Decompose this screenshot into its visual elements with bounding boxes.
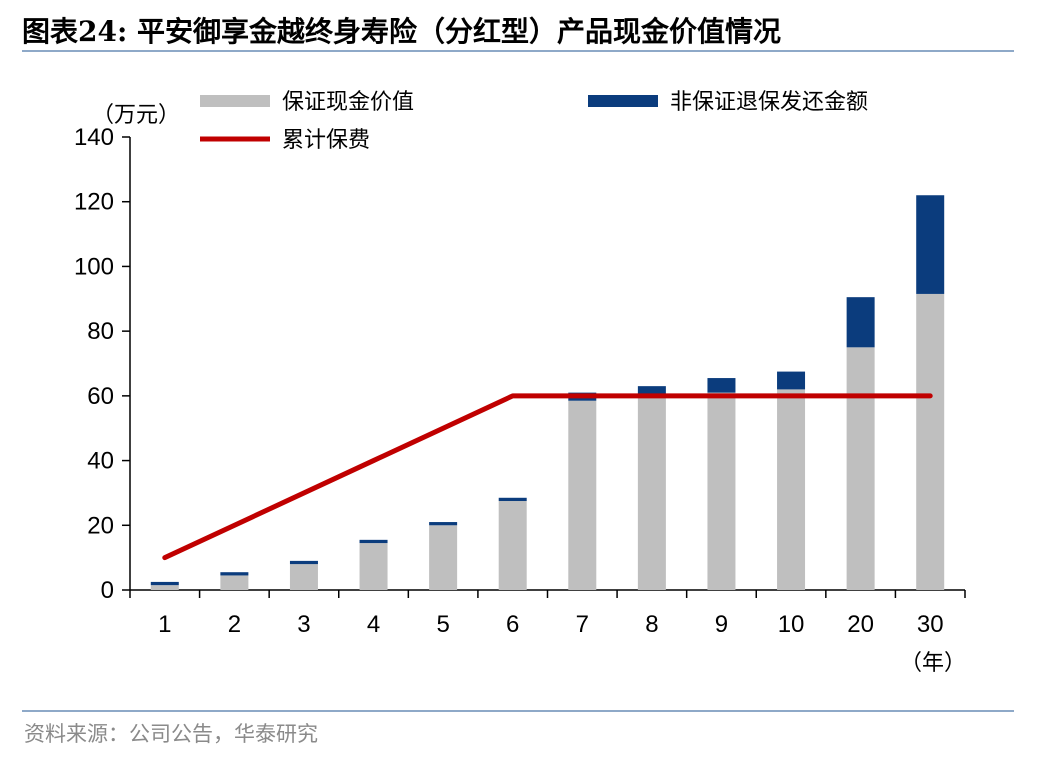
bar-nonguaranteed-value [916, 195, 945, 294]
bar-nonguaranteed-value [289, 560, 318, 565]
y-tick-label: 100 [74, 253, 114, 280]
legend-swatch-nonguaranteed [588, 95, 658, 107]
bar-guaranteed-value [220, 575, 249, 590]
x-tick-label: 1 [158, 611, 171, 638]
figure-title: 图表24: 平安御享金越终身寿险（分红型）产品现金价值情况 [22, 15, 782, 48]
legend-label-guaranteed: 保证现金价值 [282, 90, 414, 115]
legend-label-nonguaranteed: 非保证退保发还金额 [670, 90, 868, 115]
title-rule [22, 50, 1014, 52]
bar-guaranteed-value [289, 564, 318, 590]
bar-nonguaranteed-value [150, 581, 179, 586]
bar-nonguaranteed-value [777, 371, 806, 390]
x-tick-label: 20 [847, 611, 874, 638]
bar-guaranteed-value [498, 501, 527, 590]
y-tick-label: 60 [87, 383, 114, 410]
source-rule [22, 710, 1014, 712]
x-tick-label: 3 [297, 611, 310, 638]
bar-guaranteed-value [916, 293, 945, 590]
legend-swatch-guaranteed [200, 95, 270, 107]
source-note: 资料来源：公司公告，华泰研究 [24, 722, 318, 746]
x-tick-label: 30 [917, 611, 944, 638]
y-tick-label: 80 [87, 318, 114, 345]
x-tick-label: 4 [367, 611, 380, 638]
y-tick-label: 120 [74, 189, 114, 216]
bar-nonguaranteed-value [846, 297, 875, 348]
bar-nonguaranteed-value [637, 386, 666, 395]
bar-guaranteed-value [429, 525, 458, 590]
y-tick-label: 20 [87, 512, 114, 539]
y-axis-unit: （万元） [92, 103, 180, 128]
legend-label-premium: 累计保费 [282, 128, 370, 153]
chart: 保证现金价值 非保证退保发还金额 累计保费 （万元） （年） 0 20 40 60 80… [74, 90, 966, 676]
y-tick-label: 0 [101, 577, 114, 604]
bar-guaranteed-value [637, 394, 666, 590]
line-cumulative-premium [162, 393, 933, 561]
x-tick-label: 6 [506, 611, 519, 638]
y-tick-label: 40 [87, 448, 114, 475]
x-tick-label: 2 [228, 611, 241, 638]
bar-guaranteed-value [846, 347, 875, 590]
bar-guaranteed-value [777, 389, 806, 590]
y-tick-label: 140 [74, 124, 114, 151]
x-tick-label: 9 [715, 611, 728, 638]
bar-guaranteed-value [359, 543, 388, 590]
bar-nonguaranteed-value [359, 539, 388, 544]
bar-nonguaranteed-value [707, 378, 736, 393]
bar-nonguaranteed-value [220, 572, 249, 576]
legend: 保证现金价值 非保证退保发还金额 累计保费 [200, 90, 868, 153]
x-tick-label: 8 [645, 611, 658, 638]
x-tick-label: 5 [436, 611, 449, 638]
bar-nonguaranteed-value [498, 497, 527, 502]
plot-area: 0 20 40 60 80 100 120 140 1 2 3 4 5 6 7 8 9 10 20 30 [74, 124, 966, 638]
bar-nonguaranteed-value [429, 522, 458, 526]
x-axis-unit: （年） [900, 651, 966, 676]
x-tick-label: 10 [778, 611, 805, 638]
bar-guaranteed-value [568, 400, 597, 590]
bar-guaranteed-value [707, 392, 736, 590]
bar-guaranteed-value [150, 585, 179, 590]
x-tick-label: 7 [576, 611, 589, 638]
